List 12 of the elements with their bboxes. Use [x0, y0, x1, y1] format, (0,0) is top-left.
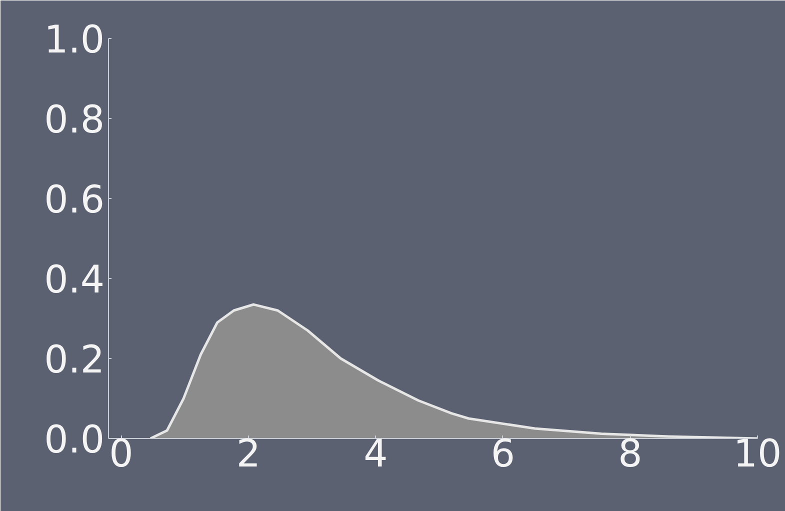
x-tick-label: 0	[109, 432, 134, 476]
y-tick-label: 0.8	[44, 98, 105, 142]
x-tick-label: 10	[733, 432, 782, 476]
x-tick-label: 6	[490, 432, 516, 476]
y-tick-label: 0.0	[44, 418, 105, 462]
x-tick-label: 4	[364, 432, 388, 476]
x-tick-label: 8	[618, 432, 642, 476]
y-tick-label: 0.6	[44, 178, 105, 222]
y-tick-label: 0.4	[44, 258, 105, 302]
x-tick-label: 2	[236, 432, 261, 476]
y-tick-label: 0.2	[44, 338, 105, 382]
y-tick-label: 1.0	[44, 18, 105, 62]
